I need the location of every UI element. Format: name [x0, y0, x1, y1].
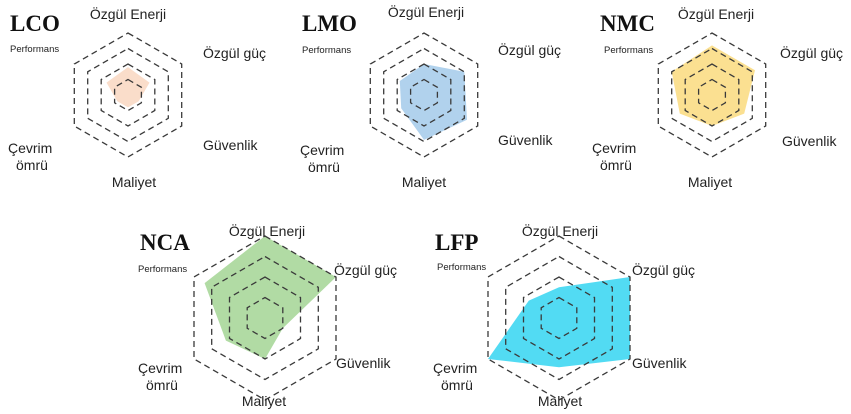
radar-chart-nca: NCA Özgül Enerji Özgül güç Güvenlik Maliyet Ç… [138, 222, 397, 409]
lfp-axis-label-2: Özgül güç [632, 261, 695, 278]
lmo-axis-label-4: Maliyet [402, 174, 446, 190]
nmc-grid-ring-2 [684, 63, 740, 127]
lfp-data-area [488, 277, 630, 368]
nmc-data-area [671, 45, 755, 126]
radar-chart-lmo: LMO Özgül Enerji Özgül güç Güvenlik Maliyet Ç… [300, 3, 561, 190]
lfp-chart-title: LFP [435, 230, 478, 255]
lmo-grid-ring-1 [409, 78, 439, 112]
nmc-grid-ring-3 [671, 47, 753, 143]
nca-axis-label-6: Performans [138, 264, 187, 275]
nmc-axis-label-5: Çevrim ömrü [592, 140, 636, 173]
lfp-axis-label-1: Özgül Enerji [522, 222, 598, 239]
lfp-grid-ring-1 [540, 296, 578, 340]
lco-grid-ring-1 [113, 78, 143, 112]
nmc-axis-label-2: Özgül güç [780, 44, 843, 61]
lfp-axis-label-5: Çevrim ömrü [433, 360, 477, 393]
lco-axis-label-1: Özgül Enerji [90, 5, 166, 22]
nmc-axis-label-3: Güvenlik [782, 133, 837, 149]
lco-axis-label-6: Performans [10, 44, 59, 55]
lfp-axis-label-6: Performans [437, 262, 486, 273]
nca-axis-label-4: Maliyet [242, 393, 286, 409]
nca-axis-label-5: Çevrim ömrü [138, 360, 182, 393]
lfp-grid-ring-3 [505, 255, 613, 381]
radar-chart-lfp: LFP Özgül Enerji Özgül güç Güvenlik Maliyet Ç… [433, 222, 695, 409]
radar-chart-nmc: NMC Özgül Enerji Özgül güç Güvenlik Maliyet Ç… [592, 5, 843, 190]
lco-axis-label-2: Özgül güç [203, 44, 266, 61]
lmo-grid-ring-4 [369, 32, 479, 158]
lmo-grid-ring-3 [383, 47, 465, 143]
lmo-data-area [399, 64, 467, 140]
nmc-axis-label-1: Özgül Enerji [678, 5, 754, 22]
nca-axis-label-1: Özgül Enerji [229, 222, 305, 239]
lco-data-area [106, 67, 150, 108]
nmc-axis-label-6: Performans [604, 45, 653, 56]
nca-axis-label-3: Güvenlik [336, 355, 391, 371]
lco-grid-ring-2 [100, 63, 156, 127]
nca-chart-title: NCA [140, 230, 190, 255]
lfp-grid-ring-2 [522, 276, 596, 360]
lfp-grid-ring-4 [487, 235, 631, 401]
lco-axis-label-5: Çevrim ömrü [8, 140, 52, 173]
lmo-axis-label-5: Çevrim ömrü [300, 142, 344, 175]
nmc-axis-label-4: Maliyet [688, 174, 732, 190]
nca-grid-ring-2 [228, 276, 302, 360]
lco-grid-ring-3 [87, 47, 169, 143]
lco-chart-title: LCO [10, 11, 60, 36]
lmo-axis-label-6: Performans [302, 45, 351, 56]
nca-grid-ring-1 [246, 296, 284, 340]
nca-data-area [204, 236, 336, 359]
nca-grid-ring-3 [211, 255, 319, 381]
lmo-grid-ring-2 [396, 63, 452, 127]
lmo-axis-label-1: Özgül Enerji [388, 3, 464, 20]
lfp-axis-label-3: Güvenlik [632, 355, 687, 371]
lco-axis-label-4: Maliyet [112, 174, 156, 190]
lfp-axis-label-4: Maliyet [538, 393, 582, 409]
lco-grid-ring-4 [73, 32, 183, 158]
nca-axis-label-2: Özgül güç [334, 261, 397, 278]
lmo-axis-label-2: Özgül güç [498, 41, 561, 58]
lmo-chart-title: LMO [302, 11, 357, 36]
radar-chart-lco: LCO Özgül Enerji Özgül güç Güvenlik Maliyet Ç… [8, 5, 266, 190]
lmo-axis-label-3: Güvenlik [498, 132, 553, 148]
lco-axis-label-3: Güvenlik [203, 137, 258, 153]
nmc-chart-title: NMC [600, 11, 655, 36]
nmc-grid-ring-1 [697, 78, 727, 112]
nca-grid-ring-4 [193, 235, 337, 401]
nmc-grid-ring-4 [657, 32, 767, 158]
